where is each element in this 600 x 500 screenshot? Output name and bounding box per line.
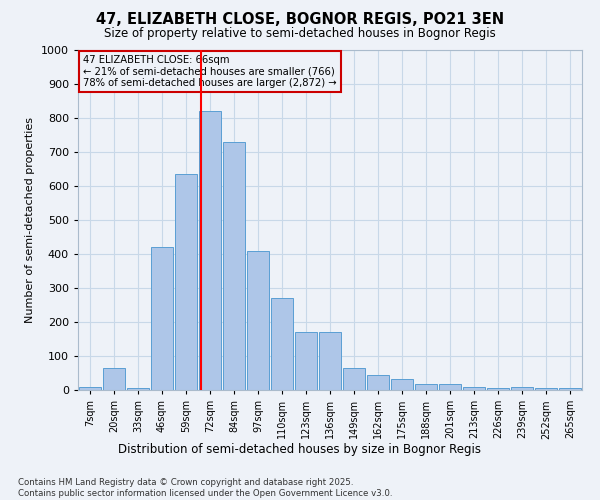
Bar <box>247 250 269 390</box>
Bar <box>511 386 533 390</box>
Text: Distribution of semi-detached houses by size in Bognor Regis: Distribution of semi-detached houses by … <box>119 442 482 456</box>
Bar <box>103 368 125 390</box>
Bar <box>295 332 317 390</box>
Bar <box>151 247 173 390</box>
Text: Contains HM Land Registry data © Crown copyright and database right 2025.
Contai: Contains HM Land Registry data © Crown c… <box>18 478 392 498</box>
Bar <box>79 388 101 390</box>
Bar <box>463 386 485 390</box>
Bar <box>415 384 437 390</box>
Bar <box>343 368 365 390</box>
Text: 47 ELIZABETH CLOSE: 66sqm
← 21% of semi-detached houses are smaller (766)
78% of: 47 ELIZABETH CLOSE: 66sqm ← 21% of semi-… <box>83 55 337 88</box>
Bar <box>271 298 293 390</box>
Bar <box>391 379 413 390</box>
Bar <box>319 332 341 390</box>
Bar <box>535 388 557 390</box>
Text: Size of property relative to semi-detached houses in Bognor Regis: Size of property relative to semi-detach… <box>104 28 496 40</box>
Bar <box>127 388 149 390</box>
Bar <box>439 384 461 390</box>
Bar <box>175 174 197 390</box>
Text: 47, ELIZABETH CLOSE, BOGNOR REGIS, PO21 3EN: 47, ELIZABETH CLOSE, BOGNOR REGIS, PO21 … <box>96 12 504 28</box>
Bar <box>199 111 221 390</box>
Bar <box>223 142 245 390</box>
Bar <box>559 388 581 390</box>
Bar <box>367 374 389 390</box>
Y-axis label: Number of semi-detached properties: Number of semi-detached properties <box>25 117 35 323</box>
Bar <box>487 388 509 390</box>
